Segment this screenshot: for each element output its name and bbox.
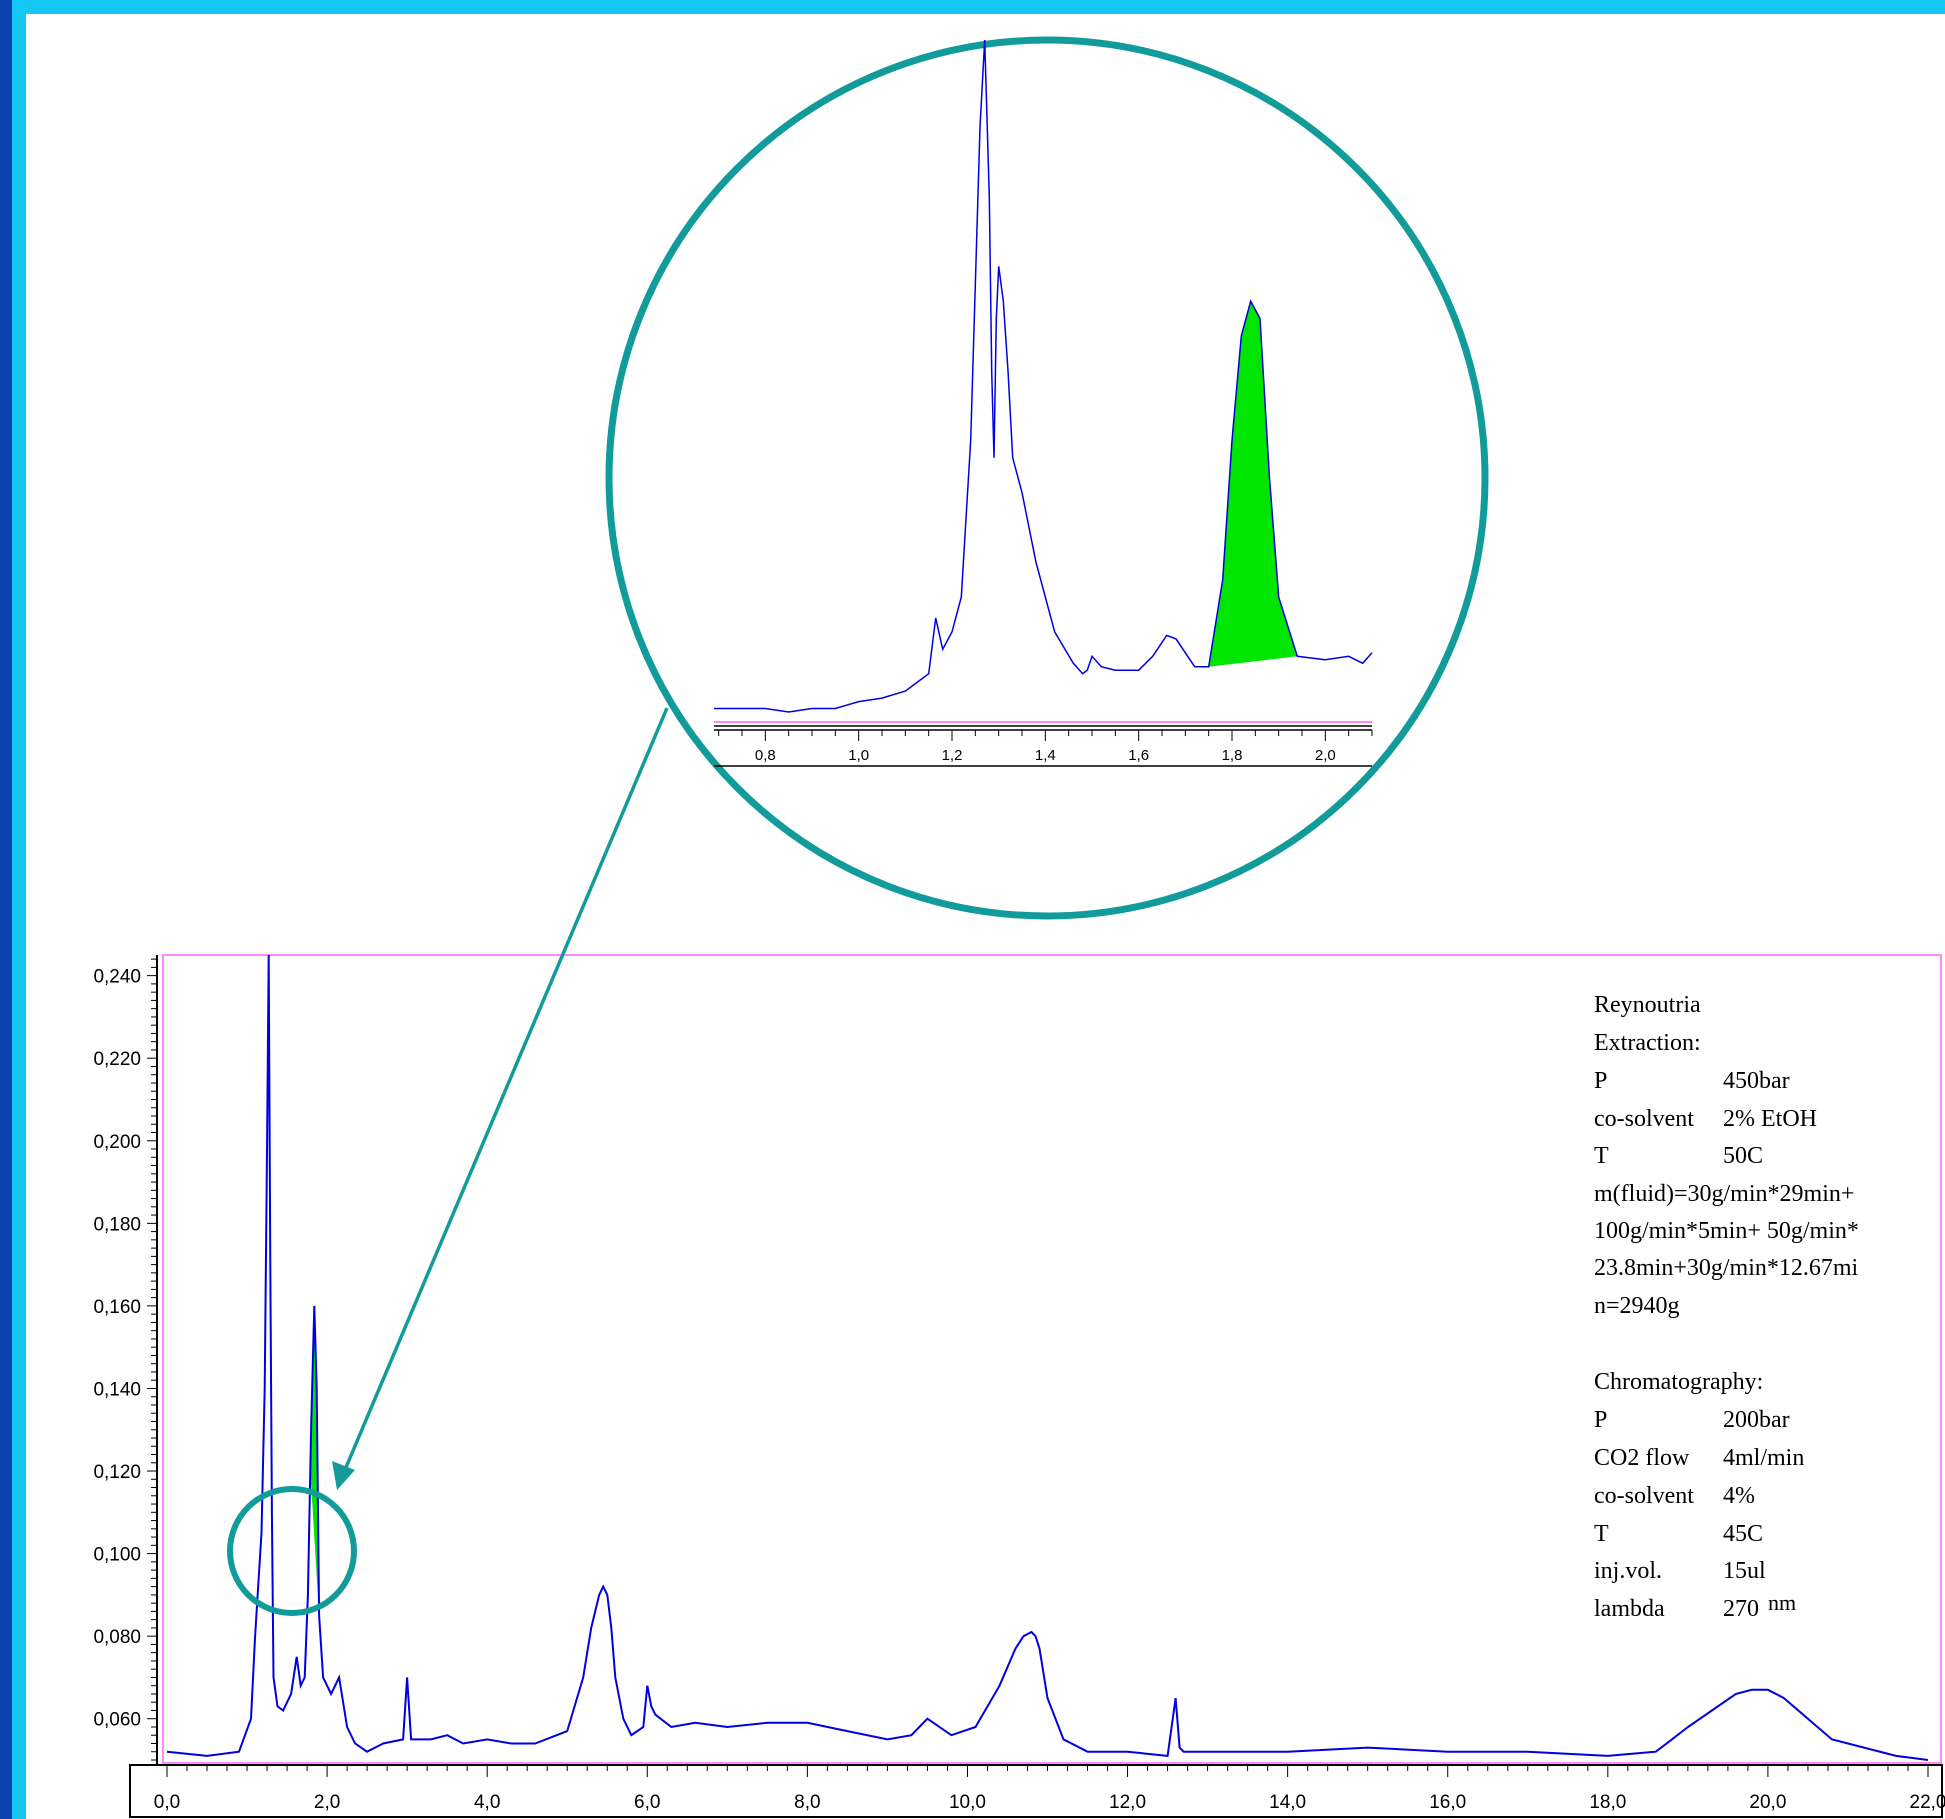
annot-e-cosolvent-label: co-solvent	[1594, 1106, 1694, 1132]
annot-c-lambda-label: lambda	[1594, 1596, 1665, 1622]
y-axis-ticks: 0,060 0,080 0,100 0,120 0,140 0,160 0,180 0,200…	[93, 958, 157, 1761]
zoom-circle	[605, 36, 1489, 920]
annot-c-cosolvent-label: co-solvent	[1594, 1483, 1694, 1509]
annot-sample: Reynoutria	[1594, 992, 1701, 1018]
y-tick-label: 0,200	[93, 1132, 141, 1153]
inset-x-tick-label: 1,8	[1222, 747, 1243, 764]
x-tick-label: 14,0	[1269, 1792, 1306, 1813]
highlight-circle	[227, 1486, 357, 1616]
x-tick-label: 4,0	[474, 1792, 500, 1813]
callout-arrow-line	[342, 707, 669, 1473]
x-tick-label: 12,0	[1109, 1792, 1146, 1813]
frame-left-cyan	[12, 0, 26, 1819]
inset-chromatogram: 0,8 1,0 1,2 1,4 1,6 1,8 2,0	[714, 39, 1373, 767]
annot-e-t-value: 50C	[1723, 1143, 1763, 1169]
conditions-annotation: Reynoutria Extraction: P 450bar co-solve…	[1594, 992, 1859, 1622]
y-tick-label: 0,220	[93, 1049, 141, 1070]
annot-e-p-value: 450bar	[1723, 1068, 1790, 1094]
inset-x-tick-label: 0,8	[755, 747, 776, 764]
x-tick-label: 22,0	[1910, 1792, 1945, 1813]
inset-x-axis-ticks: 0,8 1,0 1,2 1,4 1,6 1,8 2,0	[718, 730, 1373, 764]
y-tick-label: 0,120	[93, 1462, 141, 1483]
x-tick-label: 0,0	[154, 1792, 180, 1813]
y-tick-label: 0,180	[93, 1214, 141, 1235]
annot-mfluid-1: m(fluid)=30g/min*29min+	[1594, 1181, 1854, 1207]
annot-mfluid-3: 23.8min+30g/min*12.67mi	[1594, 1255, 1859, 1281]
annot-c-p-label: P	[1594, 1407, 1607, 1433]
inset-x-tick-label: 1,2	[942, 747, 963, 764]
plot-area-border	[162, 954, 1942, 1764]
frame-left-blue	[0, 0, 12, 1819]
inset-x-tick-label: 1,0	[848, 747, 869, 764]
inset-trace-line	[714, 39, 1373, 713]
callout-arrowhead	[332, 1461, 355, 1490]
annot-e-p-label: P	[1594, 1068, 1607, 1094]
inset-x-tick-label: 1,6	[1128, 747, 1149, 764]
annot-e-cosolvent-value: 2% EtOH	[1723, 1106, 1817, 1132]
annot-c-p-value: 200bar	[1723, 1407, 1790, 1433]
main-chromatogram: 0,060 0,080 0,100 0,120 0,140 0,160 0,180 0,200…	[93, 954, 1945, 1818]
y-tick-label: 0,100	[93, 1545, 141, 1566]
annot-c-lambda-unit: nm	[1768, 1590, 1796, 1615]
x-tick-label: 6,0	[634, 1792, 660, 1813]
annot-extraction-head: Extraction:	[1594, 1030, 1701, 1056]
main-trace-line	[166, 954, 1929, 1761]
y-tick-label: 0,140	[93, 1379, 141, 1400]
annot-c-inj-value: 15ul	[1723, 1558, 1766, 1584]
inset-highlighted-peak-fill	[1208, 301, 1298, 667]
frame-top-cyan	[12, 0, 1945, 14]
zoom-callout	[227, 36, 1489, 1616]
annot-chrom-head: Chromatography:	[1594, 1369, 1763, 1395]
x-tick-label: 16,0	[1429, 1792, 1466, 1813]
y-tick-label: 0,060	[93, 1710, 141, 1731]
annot-c-inj-label: inj.vol.	[1594, 1558, 1662, 1584]
annot-mfluid-2: 100g/min*5min+ 50g/min*	[1594, 1218, 1859, 1244]
x-axis-ticks: 0,0 2,0 4,0 6,0 8,0 10,0 12,0 14,0 16,0 18,0 20,0 2…	[154, 1765, 1945, 1813]
inset-x-tick-label: 1,4	[1035, 747, 1056, 764]
y-tick-label: 0,080	[93, 1627, 141, 1648]
annot-c-flow-label: CO2 flow	[1594, 1445, 1690, 1471]
y-tick-label: 0,240	[93, 967, 141, 988]
x-tick-label: 2,0	[314, 1792, 340, 1813]
annot-mfluid-4: n=2940g	[1594, 1293, 1680, 1319]
x-tick-label: 20,0	[1749, 1792, 1786, 1813]
annot-e-t-label: T	[1594, 1143, 1609, 1169]
annot-c-flow-value: 4ml/min	[1723, 1445, 1804, 1471]
x-tick-label: 8,0	[794, 1792, 820, 1813]
inset-x-tick-label: 2,0	[1315, 747, 1336, 764]
x-tick-label: 10,0	[949, 1792, 986, 1813]
annot-c-t-label: T	[1594, 1521, 1609, 1547]
annot-c-t-value: 45C	[1723, 1521, 1763, 1547]
x-axis-box	[129, 1764, 1943, 1818]
annot-c-lambda-value: 270	[1723, 1596, 1759, 1622]
x-tick-label: 18,0	[1589, 1792, 1626, 1813]
y-tick-label: 0,160	[93, 1297, 141, 1318]
annot-c-cosolvent-value: 4%	[1723, 1483, 1755, 1509]
